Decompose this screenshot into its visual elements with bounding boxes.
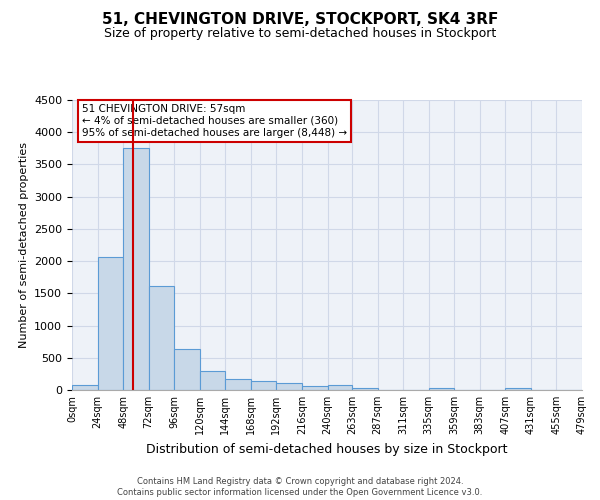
Bar <box>123 148 149 390</box>
Text: 51, CHEVINGTON DRIVE, STOCKPORT, SK4 3RF: 51, CHEVINGTON DRIVE, STOCKPORT, SK4 3RF <box>102 12 498 28</box>
Bar <box>149 286 174 390</box>
Bar <box>302 386 328 390</box>
Text: Contains HM Land Registry data © Crown copyright and database right 2024.
Contai: Contains HM Land Registry data © Crown c… <box>118 478 482 497</box>
Y-axis label: Number of semi-detached properties: Number of semi-detached properties <box>19 142 29 348</box>
Bar <box>72 385 98 390</box>
Bar <box>200 372 226 390</box>
Bar <box>98 256 123 390</box>
Bar <box>505 388 531 390</box>
Bar <box>328 385 352 390</box>
Bar <box>251 381 277 390</box>
Bar <box>352 388 377 390</box>
Bar <box>226 378 251 390</box>
Text: Distribution of semi-detached houses by size in Stockport: Distribution of semi-detached houses by … <box>146 442 508 456</box>
Text: 51 CHEVINGTON DRIVE: 57sqm
← 4% of semi-detached houses are smaller (360)
95% of: 51 CHEVINGTON DRIVE: 57sqm ← 4% of semi-… <box>82 104 347 138</box>
Bar <box>174 350 200 390</box>
Bar <box>277 383 302 390</box>
Text: Size of property relative to semi-detached houses in Stockport: Size of property relative to semi-detach… <box>104 28 496 40</box>
Bar <box>428 388 454 390</box>
